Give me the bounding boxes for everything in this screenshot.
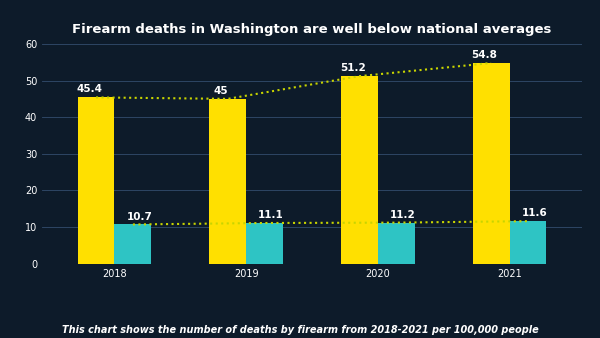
Bar <box>77 97 115 264</box>
Bar <box>378 223 415 264</box>
Text: 54.8: 54.8 <box>472 50 497 60</box>
Text: 11.2: 11.2 <box>390 210 416 220</box>
Bar <box>115 224 151 264</box>
Text: 51.2: 51.2 <box>340 63 366 73</box>
Text: 11.1: 11.1 <box>258 210 284 220</box>
Text: 10.7: 10.7 <box>127 212 152 221</box>
Text: This chart shows the number of deaths by firearm from 2018-2021 per 100,000 peop: This chart shows the number of deaths by… <box>62 324 538 335</box>
Bar <box>473 63 509 264</box>
Bar <box>509 221 547 264</box>
Text: 45.4: 45.4 <box>76 84 103 95</box>
Bar <box>341 76 378 264</box>
Title: Firearm deaths in Washington are well below national averages: Firearm deaths in Washington are well be… <box>73 23 551 36</box>
Text: 11.6: 11.6 <box>522 208 547 218</box>
Bar <box>246 223 283 264</box>
Text: 45: 45 <box>214 86 229 96</box>
Bar <box>209 99 246 264</box>
